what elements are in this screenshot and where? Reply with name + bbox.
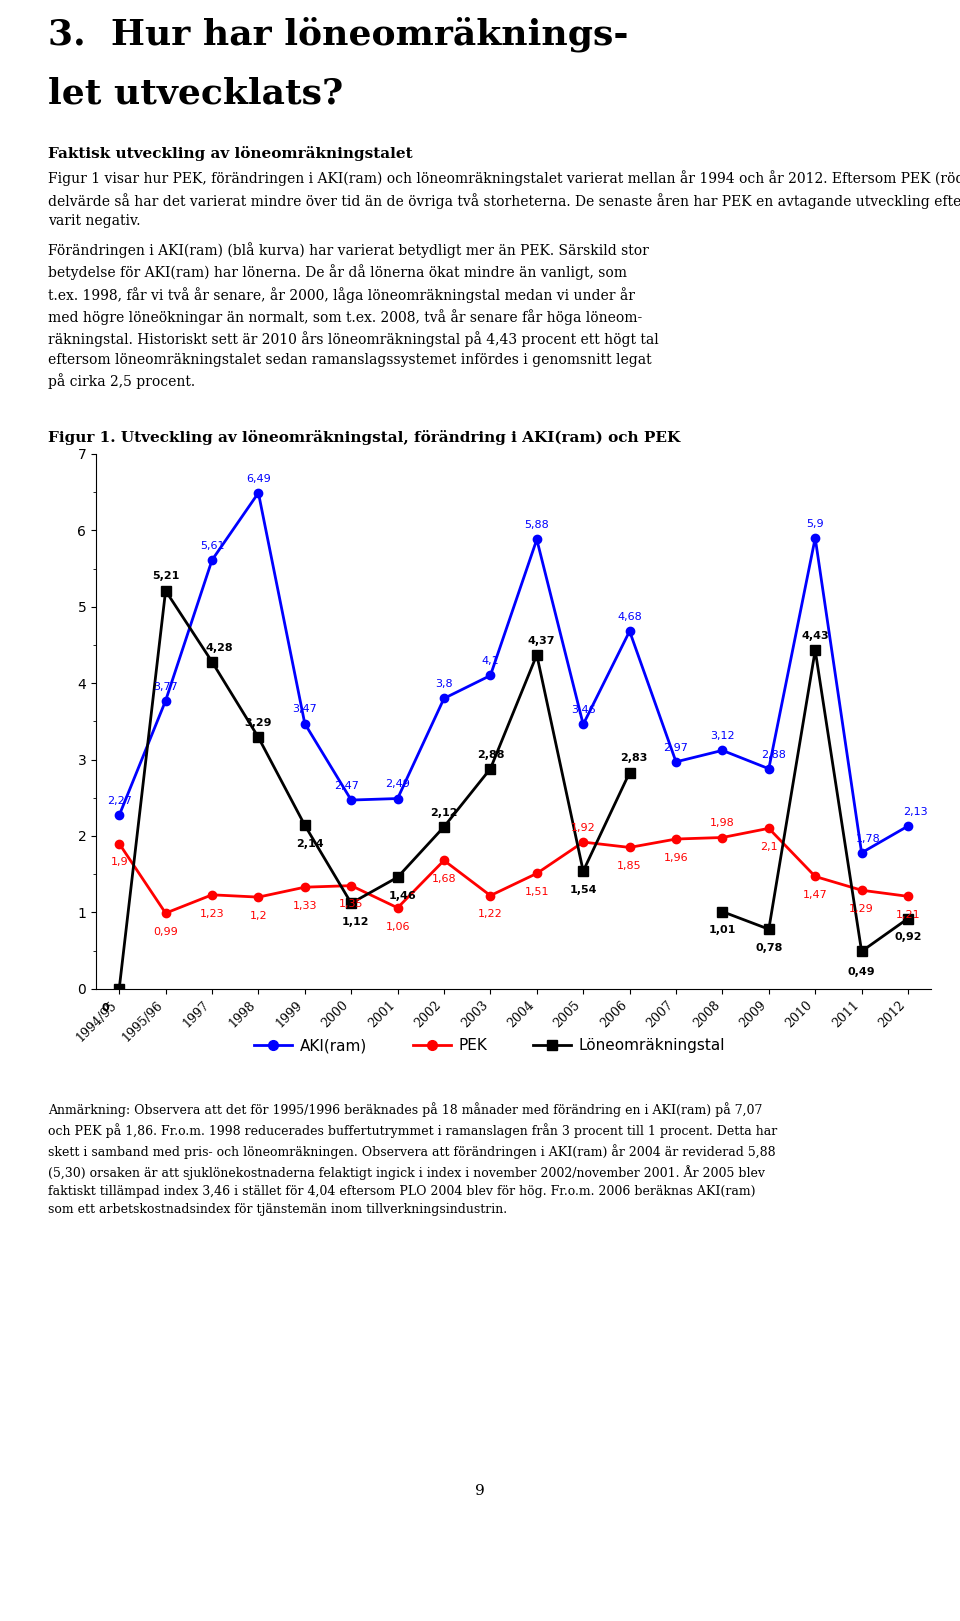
Legend: AKI(ram), PEK, Löneomräkningstal: AKI(ram), PEK, Löneomräkningstal bbox=[248, 1033, 732, 1059]
Text: Förändringen i AKI(ram) (blå kurva) har varierat betydligt mer än PEK. Särskild : Förändringen i AKI(ram) (blå kurva) har … bbox=[48, 242, 659, 389]
Text: 1,23: 1,23 bbox=[200, 908, 225, 919]
Text: 1,92: 1,92 bbox=[571, 823, 595, 833]
Text: 3,47: 3,47 bbox=[293, 705, 317, 715]
Text: Faktisk utveckling av löneomräkningstalet: Faktisk utveckling av löneomräkningstale… bbox=[48, 146, 413, 160]
Text: 3,77: 3,77 bbox=[154, 681, 178, 692]
Text: 5,88: 5,88 bbox=[524, 520, 549, 530]
Text: Anmärkning: Observera att det för 1995/1996 beräknades på 18 månader med förändr: Anmärkning: Observera att det för 1995/1… bbox=[48, 1102, 778, 1216]
Text: 4,28: 4,28 bbox=[205, 642, 232, 653]
Text: 6,49: 6,49 bbox=[246, 473, 271, 483]
Text: 2,49: 2,49 bbox=[385, 780, 410, 789]
Text: 1,68: 1,68 bbox=[432, 874, 456, 883]
Text: 2,12: 2,12 bbox=[430, 807, 458, 817]
Text: 1,9: 1,9 bbox=[110, 858, 128, 867]
Text: let utvecklats?: let utvecklats? bbox=[48, 76, 344, 110]
Text: 3,12: 3,12 bbox=[710, 731, 734, 741]
Text: 1,35: 1,35 bbox=[339, 900, 364, 909]
Text: 4,1: 4,1 bbox=[482, 657, 499, 666]
Text: 2,88: 2,88 bbox=[477, 749, 504, 760]
Text: 1,21: 1,21 bbox=[896, 909, 921, 921]
Text: 1,78: 1,78 bbox=[856, 833, 881, 843]
Text: 0,99: 0,99 bbox=[154, 927, 178, 937]
Text: 3.  Hur har löneomräknings-: 3. Hur har löneomräknings- bbox=[48, 16, 629, 52]
Text: 1,2: 1,2 bbox=[250, 911, 267, 921]
Text: 5,9: 5,9 bbox=[806, 519, 824, 528]
Text: 2,47: 2,47 bbox=[334, 781, 359, 791]
Text: 2,88: 2,88 bbox=[761, 749, 786, 760]
Text: Figur 1. Utveckling av löneomräkningstal, förändring i AKI(ram) och PEK: Figur 1. Utveckling av löneomräkningstal… bbox=[48, 430, 681, 444]
Text: 2,97: 2,97 bbox=[663, 742, 688, 752]
Text: 2,27: 2,27 bbox=[107, 796, 132, 806]
Text: 2,1: 2,1 bbox=[760, 841, 778, 853]
Text: 2,83: 2,83 bbox=[620, 754, 648, 763]
Text: 1,33: 1,33 bbox=[293, 901, 317, 911]
Text: 5,21: 5,21 bbox=[152, 572, 180, 582]
Text: 0,92: 0,92 bbox=[895, 932, 922, 942]
Text: 9: 9 bbox=[475, 1485, 485, 1498]
Text: 2,14: 2,14 bbox=[296, 840, 324, 849]
Text: 1,01: 1,01 bbox=[708, 926, 736, 935]
Text: 0,49: 0,49 bbox=[848, 966, 876, 976]
Text: 4,37: 4,37 bbox=[528, 635, 555, 645]
Text: 2,13: 2,13 bbox=[902, 807, 927, 817]
Text: Figur 1 visar hur PEK, förändringen i AKI(ram) och löneomräkningstalet varierat : Figur 1 visar hur PEK, förändringen i AK… bbox=[48, 170, 960, 229]
Text: 1,85: 1,85 bbox=[617, 861, 642, 870]
Text: 1,51: 1,51 bbox=[524, 887, 549, 896]
Text: 0: 0 bbox=[102, 1002, 109, 1013]
Text: 3,8: 3,8 bbox=[435, 679, 453, 689]
Text: 1,54: 1,54 bbox=[569, 885, 597, 895]
Text: 1,29: 1,29 bbox=[850, 905, 874, 914]
Text: 1,06: 1,06 bbox=[385, 922, 410, 932]
Text: 0,78: 0,78 bbox=[756, 943, 782, 953]
Text: 1,96: 1,96 bbox=[663, 853, 688, 862]
Text: 5,61: 5,61 bbox=[200, 541, 225, 551]
Text: 4,43: 4,43 bbox=[802, 631, 829, 642]
Text: 1,22: 1,22 bbox=[478, 909, 503, 919]
Text: 3,29: 3,29 bbox=[245, 718, 272, 728]
Text: 3,46: 3,46 bbox=[571, 705, 595, 715]
Text: 1,46: 1,46 bbox=[389, 892, 416, 901]
Text: 1,47: 1,47 bbox=[803, 890, 828, 900]
Text: 4,68: 4,68 bbox=[617, 613, 642, 622]
Text: 1,98: 1,98 bbox=[710, 819, 734, 828]
Text: 1,12: 1,12 bbox=[342, 917, 370, 927]
